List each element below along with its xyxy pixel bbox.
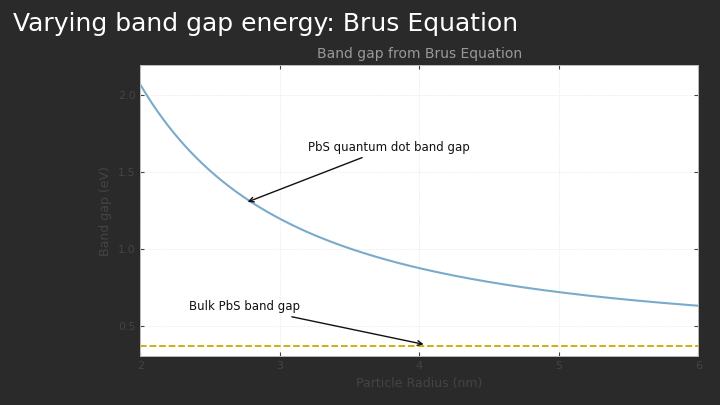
Text: Bulk PbS band gap: Bulk PbS band gap xyxy=(189,301,422,345)
Title: Band gap from Brus Equation: Band gap from Brus Equation xyxy=(317,47,522,61)
Y-axis label: Band gap (eV): Band gap (eV) xyxy=(99,166,112,256)
X-axis label: Particle Radius (nm): Particle Radius (nm) xyxy=(356,377,482,390)
Text: PbS quantum dot band gap: PbS quantum dot band gap xyxy=(249,141,469,202)
Text: Varying band gap energy: Brus Equation: Varying band gap energy: Brus Equation xyxy=(13,12,518,36)
